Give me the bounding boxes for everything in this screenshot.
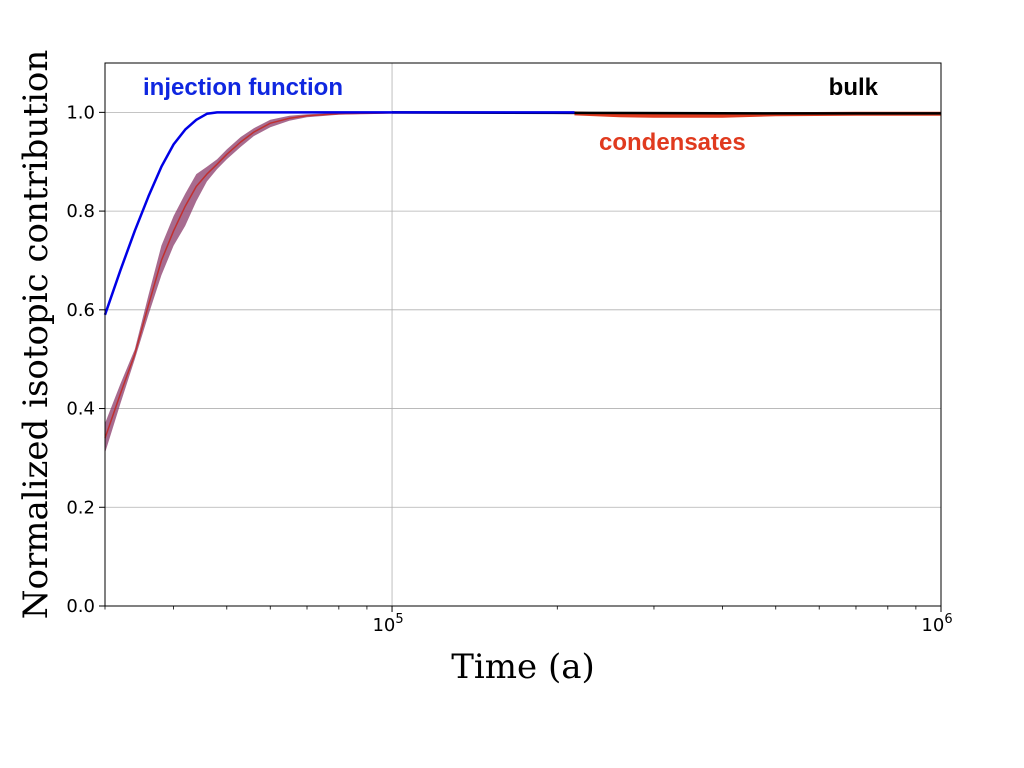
annotation-label: injection function: [143, 74, 343, 101]
plot-frame: [104, 62, 942, 607]
annotation-label: bulk: [829, 74, 879, 101]
annotations: injection function bulk condensates: [143, 74, 879, 156]
x-tick-label: 105: [372, 612, 403, 636]
grid-lines: [105, 63, 942, 607]
y-tick-label: 1.0: [66, 102, 95, 123]
uncertainty-bands: [105, 112, 575, 454]
annotation-label: condensates: [599, 129, 746, 156]
minor-ticks: [104, 606, 917, 610]
y-axis-label: Normalized isotopic contribution: [16, 50, 56, 620]
x-axis-label: Time (a): [451, 647, 595, 687]
series-band: [105, 112, 575, 454]
y-tick-label: 0.0: [66, 596, 95, 617]
y-tick-label: 0.8: [66, 201, 95, 222]
y-tick-label: 0.6: [66, 300, 95, 321]
y-tick-label: 0.2: [66, 497, 95, 518]
y-axis-ticks: 0.0 0.2 0.4 0.6 0.8 1.0: [66, 102, 105, 617]
x-axis-ticks: 105 106: [372, 606, 953, 636]
series-line: [104, 112, 575, 439]
x-tick-label: 106: [921, 612, 952, 636]
series-line: [103, 111, 575, 316]
series-lines: [103, 111, 941, 439]
y-tick-label: 0.4: [66, 399, 95, 420]
